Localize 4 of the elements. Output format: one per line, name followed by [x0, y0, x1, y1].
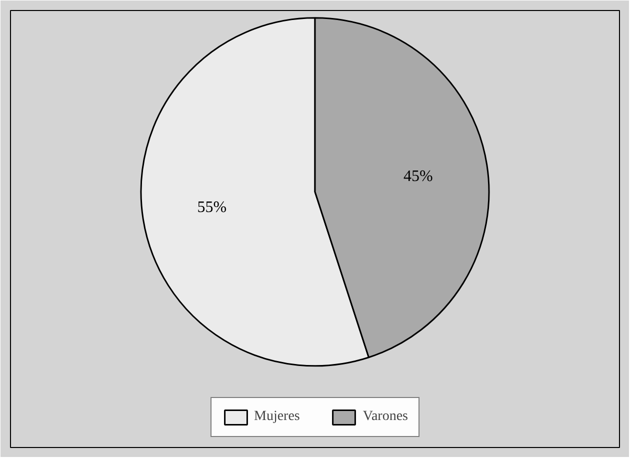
legend-label: Varones — [362, 409, 408, 425]
legend-label: Mujeres — [254, 409, 300, 425]
data-label: 55% — [197, 198, 227, 216]
data-label: 45% — [403, 168, 433, 185]
